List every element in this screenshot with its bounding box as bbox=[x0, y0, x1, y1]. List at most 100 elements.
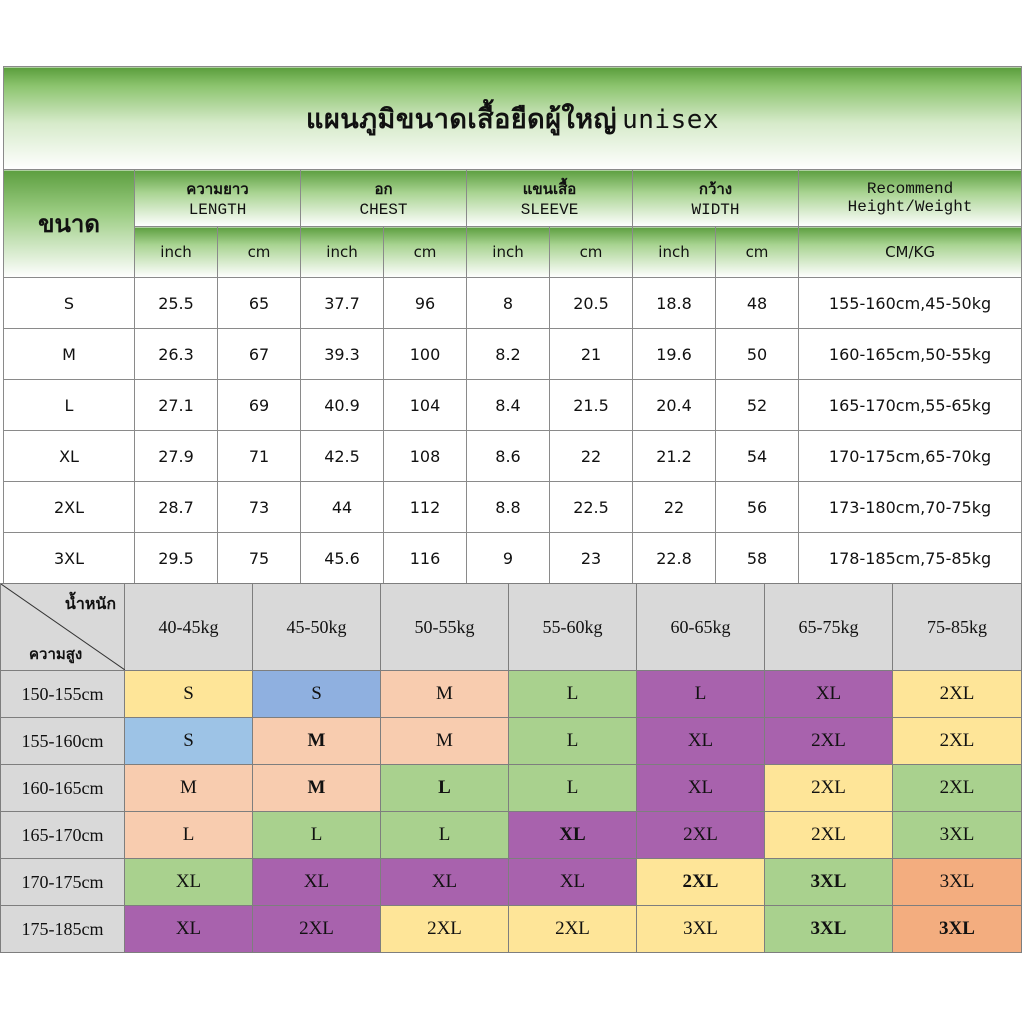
weight-header: 65-75kg bbox=[764, 583, 893, 671]
width-label-en: WIDTH bbox=[691, 201, 740, 219]
chest-label-en: CHEST bbox=[359, 201, 408, 219]
weight-header: 55-60kg bbox=[508, 583, 637, 671]
size-recommendation-cell: 2XL bbox=[252, 905, 381, 953]
size-row: XL 27.9 71 42.5 108 8.6 22 21.2 54 170-175cm,65-7… bbox=[3, 430, 1023, 482]
size-recommendation-cell: XL bbox=[380, 858, 509, 906]
measurement-cell: 8.6 bbox=[466, 430, 550, 482]
fit-recommendation-grid: น้ำหนัก ความสูง 40-45kg 45-50kg 50-55kg … bbox=[0, 583, 1022, 953]
measurement-cell: 40.9 bbox=[300, 379, 384, 431]
size-recommendation-cell: XL bbox=[124, 905, 253, 953]
measurement-cell: 9 bbox=[466, 532, 550, 584]
size-recommendation-cell: XL bbox=[764, 670, 893, 718]
recommend-group-header: Recommend Height/Weight bbox=[797, 169, 1023, 227]
size-recommendation-cell: M bbox=[252, 764, 381, 812]
size-recommendation-cell: XL bbox=[636, 764, 765, 812]
size-recommendation-cell: S bbox=[124, 717, 253, 765]
size-chart-table: แผนภูมิขนาดเสื้อยืดผู้ใหญ่ unisex ขนาด ค… bbox=[2, 66, 1023, 584]
measurement-cell: 54 bbox=[715, 430, 799, 482]
chart-title-thai: แผนภูมิขนาดเสื้อยืดผู้ใหญ่ bbox=[306, 103, 618, 135]
size-recommendation-cell: 3XL bbox=[764, 858, 893, 906]
chest-group-header: อก CHEST bbox=[300, 169, 467, 227]
measurement-cell: 45.6 bbox=[300, 532, 384, 584]
sleeve-label-en: SLEEVE bbox=[520, 201, 579, 219]
size-recommendation-cell: L bbox=[124, 811, 253, 859]
measurement-cell: 39.3 bbox=[300, 328, 384, 380]
size-recommendation-cell: 2XL bbox=[636, 811, 765, 859]
size-recommendation-cell: 3XL bbox=[892, 811, 1022, 859]
measurement-cell: 48 bbox=[715, 277, 799, 329]
measurement-cell: 22 bbox=[549, 430, 633, 482]
size-recommendation-cell: L bbox=[636, 670, 765, 718]
measurement-cell: 21.2 bbox=[632, 430, 716, 482]
height-label: 165-170cm bbox=[0, 811, 125, 859]
measurement-cell: 27.1 bbox=[134, 379, 218, 431]
size-label: L bbox=[3, 379, 135, 431]
unit-inch: inch bbox=[300, 226, 384, 278]
chest-label-thai: อก bbox=[374, 180, 393, 198]
height-label: 160-165cm bbox=[0, 764, 125, 812]
size-recommendation-cell: L bbox=[508, 717, 637, 765]
recommend-cell: 165-170cm,55-65kg bbox=[797, 379, 1023, 431]
measurement-cell: 8.2 bbox=[466, 328, 550, 380]
size-recommendation-cell: 2XL bbox=[380, 905, 509, 953]
weight-header: 40-45kg bbox=[124, 583, 253, 671]
measurement-cell: 37.7 bbox=[300, 277, 384, 329]
measurement-cell: 112 bbox=[383, 481, 467, 533]
unit-cm: cm bbox=[715, 226, 799, 278]
size-recommendation-cell: S bbox=[252, 670, 381, 718]
unit-inch: inch bbox=[466, 226, 550, 278]
size-row: S 25.5 65 37.7 96 8 20.5 18.8 48 155-160cm,45-50k… bbox=[3, 277, 1023, 329]
height-weight-label: Height/Weight bbox=[847, 198, 973, 216]
width-group-header: กว้าง WIDTH bbox=[632, 169, 799, 227]
measurement-cell: 73 bbox=[217, 481, 301, 533]
measurement-cell: 26.3 bbox=[134, 328, 218, 380]
recommend-cell: 155-160cm,45-50kg bbox=[797, 277, 1023, 329]
size-recommendation-cell: 2XL bbox=[892, 764, 1022, 812]
sleeve-group-header: แขนเสื้อ SLEEVE bbox=[466, 169, 633, 227]
grid-corner-header: น้ำหนัก ความสูง bbox=[0, 583, 125, 671]
size-recommendation-cell: 2XL bbox=[764, 764, 893, 812]
measurement-cell: 116 bbox=[383, 532, 467, 584]
measurement-cell: 22.8 bbox=[632, 532, 716, 584]
measurement-cell: 71 bbox=[217, 430, 301, 482]
height-label: 170-175cm bbox=[0, 858, 125, 906]
measurement-cell: 27.9 bbox=[134, 430, 218, 482]
measurement-cell: 29.5 bbox=[134, 532, 218, 584]
size-recommendation-cell: XL bbox=[124, 858, 253, 906]
height-label: 175-185cm bbox=[0, 905, 125, 953]
width-label-thai: กว้าง bbox=[698, 180, 733, 198]
size-recommendation-cell: XL bbox=[508, 811, 637, 859]
length-label-thai: ความยาว bbox=[186, 180, 249, 198]
size-label: 2XL bbox=[3, 481, 135, 533]
size-recommendation-cell: 2XL bbox=[892, 670, 1022, 718]
measurement-cell: 104 bbox=[383, 379, 467, 431]
size-label: 3XL bbox=[3, 532, 135, 584]
size-column-header: ขนาด bbox=[3, 169, 135, 278]
measurement-cell: 58 bbox=[715, 532, 799, 584]
measurement-cell: 8.4 bbox=[466, 379, 550, 431]
measurement-cell: 75 bbox=[217, 532, 301, 584]
recommend-cell: 170-175cm,65-70kg bbox=[797, 430, 1023, 482]
size-recommendation-cell: 2XL bbox=[892, 717, 1022, 765]
measurement-cell: 69 bbox=[217, 379, 301, 431]
measurement-cell: 21 bbox=[549, 328, 633, 380]
height-row: 160-165cm M M L L XL 2XL 2XL bbox=[0, 764, 1022, 812]
height-row: 150-155cm S S M L L XL 2XL bbox=[0, 670, 1022, 718]
size-recommendation-cell: L bbox=[252, 811, 381, 859]
chart-title-latin: unisex bbox=[622, 104, 720, 135]
size-recommendation-cell: 2XL bbox=[764, 717, 893, 765]
weight-header: 50-55kg bbox=[380, 583, 509, 671]
measurement-cell: 18.8 bbox=[632, 277, 716, 329]
measurement-cell: 8 bbox=[466, 277, 550, 329]
size-recommendation-cell: M bbox=[124, 764, 253, 812]
measurement-cell: 28.7 bbox=[134, 481, 218, 533]
measurement-cell: 108 bbox=[383, 430, 467, 482]
height-row: 170-175cm XL XL XL XL 2XL 3XL 3XL bbox=[0, 858, 1022, 906]
measurement-cell: 42.5 bbox=[300, 430, 384, 482]
size-recommendation-cell: 3XL bbox=[636, 905, 765, 953]
height-row: 165-170cm L L L XL 2XL 2XL 3XL bbox=[0, 811, 1022, 859]
measurement-cell: 8.8 bbox=[466, 481, 550, 533]
chart-title: แผนภูมิขนาดเสื้อยืดผู้ใหญ่ unisex bbox=[2, 66, 1023, 170]
measurement-cell: 50 bbox=[715, 328, 799, 380]
height-label: 150-155cm bbox=[0, 670, 125, 718]
